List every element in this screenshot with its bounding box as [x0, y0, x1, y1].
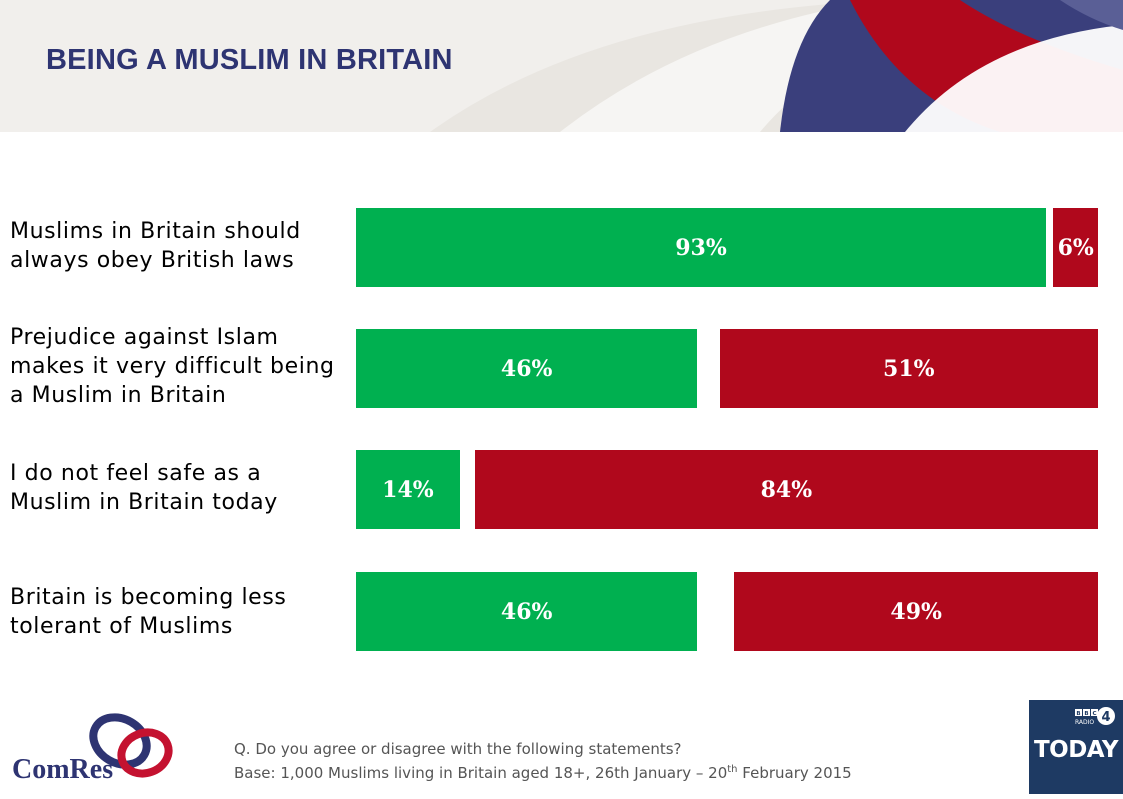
footnote: Q. Do you agree or disagree with the fol… [234, 737, 852, 785]
today-logo: B B C RADIO 4 TODAY [1029, 700, 1123, 794]
bbc-b2: B [1084, 711, 1088, 717]
bar-agree-4: 46% [356, 572, 698, 651]
base-text-main: Base: 1,000 Muslims living in Britain ag… [234, 764, 728, 782]
statement-label-2: Prejudice against Islam makes it very dif… [10, 325, 335, 408]
statement-label-4: Britain is becoming less tolerant of Musl… [10, 585, 287, 639]
bar-disagree-4: 49% [734, 572, 1098, 651]
question-text: Q. Do you agree or disagree with the fol… [234, 740, 682, 758]
base-text-sup: th [727, 764, 738, 775]
bbc-b1: B [1076, 711, 1080, 717]
bar-agree-2: 46% [356, 329, 698, 408]
base-text: Base: 1,000 Muslims living in Britain ag… [234, 761, 852, 785]
today-wordmark: TODAY [1034, 737, 1119, 763]
statement-label-1: Muslims in Britain should always obey Bri… [10, 219, 301, 273]
bar-disagree-label-2: 51% [883, 355, 935, 382]
base-text-end: February 2015 [737, 764, 852, 782]
bar-agree-1: 93% [356, 208, 1047, 287]
bar-disagree-1: 6% [1053, 208, 1098, 287]
bar-agree-label-2: 46% [500, 355, 553, 382]
bar-disagree-label-3: 84% [760, 476, 813, 503]
header-decoration [430, 0, 1123, 132]
radio-number: 4 [1101, 710, 1110, 725]
statement-label-3: I do not feel safe as a Muslim in Britain… [10, 461, 278, 515]
bar-agree-label-4: 46% [500, 598, 553, 625]
bar-disagree-label-1: 6% [1057, 234, 1094, 261]
bar-agree-label-3: 14% [382, 476, 434, 503]
bar-agree-label-1: 93% [675, 234, 727, 261]
page-title: BEING A MUSLIM IN BRITAIN [46, 44, 453, 76]
bbc-c: C [1092, 711, 1096, 717]
radio-label: RADIO [1075, 719, 1094, 726]
header-banner: BEING A MUSLIM IN BRITAIN [0, 0, 1123, 132]
bar-disagree-2: 51% [719, 329, 1098, 408]
comres-wordmark: ComRes [12, 754, 113, 785]
bar-agree-3: 14% [356, 450, 460, 529]
bar-disagree-3: 84% [474, 450, 1098, 529]
bar-disagree-label-4: 49% [890, 598, 942, 625]
comres-logo: ComRes [12, 713, 173, 785]
